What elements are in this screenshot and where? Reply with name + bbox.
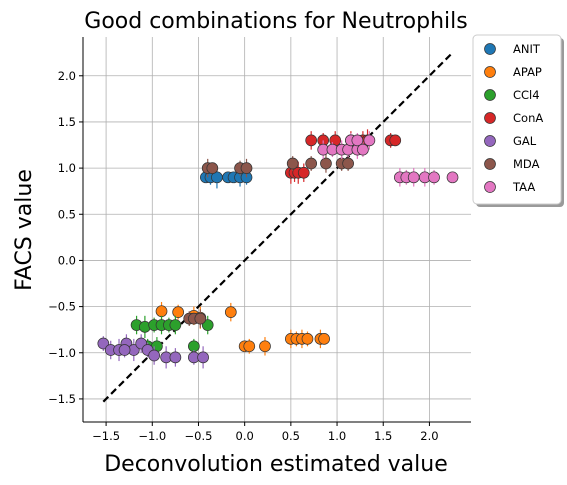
y-tick-label: 2.0 [58, 69, 76, 83]
legend-marker [484, 135, 496, 147]
data-point [342, 157, 354, 170]
legend-marker [484, 89, 496, 101]
data-point [155, 305, 168, 318]
data-point [305, 157, 318, 170]
tick-labels: −1.5 −1.0 −0.5 0.0 0.5 1.0 1.5 2.0 −1.5 −1.0 −0.5 0… [48, 69, 439, 443]
data-point [389, 134, 402, 147]
x-tick-label: 0.0 [236, 429, 254, 443]
series-gal [97, 334, 209, 369]
data-point [301, 333, 314, 345]
x-tick-label: 2.0 [420, 429, 438, 443]
data-point [428, 171, 440, 184]
legend-label: APAP [513, 65, 542, 79]
y-tick-label: −0.5 [48, 300, 76, 314]
x-tick-label: −0.5 [185, 429, 213, 443]
series-apap [155, 301, 330, 356]
data-point [201, 319, 214, 331]
x-tick-label: 0.5 [282, 429, 300, 443]
data-point [172, 306, 185, 318]
data-point [407, 171, 420, 184]
legend-label: ANIT [513, 42, 541, 56]
data-point [446, 171, 459, 184]
chart-title: Good combinations for Neutrophils [84, 9, 467, 34]
data-point [297, 166, 310, 179]
data-point [351, 134, 364, 147]
data-point [169, 351, 182, 364]
data-point [318, 333, 330, 345]
x-tick-label: −1.5 [92, 429, 120, 443]
y-tick-label: 0.0 [58, 253, 76, 267]
legend-marker [484, 112, 496, 124]
data-point [259, 340, 271, 353]
legend-label: TAA [512, 180, 535, 194]
y-axis-label: FACS value [12, 169, 37, 291]
grid-lines [83, 37, 471, 422]
x-axis-label: Deconvolution estimated value [104, 452, 448, 477]
data-point [206, 162, 219, 174]
x-tick-label: 1.0 [328, 429, 346, 443]
data-point [194, 312, 207, 325]
data-point [97, 337, 110, 350]
legend-marker [484, 66, 496, 78]
axes [79, 37, 471, 426]
legend-marker [484, 158, 496, 170]
x-tick-label: −1.0 [138, 429, 166, 443]
legend: ANIT APAP CCl4 ConA GAL MDA TAA [472, 34, 564, 207]
data-point [224, 306, 237, 318]
y-tick-label: 1.0 [58, 161, 76, 175]
data-point [148, 349, 160, 362]
data-point [286, 157, 299, 170]
legend-label: CCl4 [513, 88, 540, 102]
legend-marker [484, 181, 496, 193]
data-point [169, 319, 182, 331]
data-point [240, 162, 253, 174]
data-point [197, 351, 209, 364]
data-point [118, 344, 131, 356]
y-tick-label: 0.5 [58, 207, 76, 221]
y-tick-label: −1.0 [48, 346, 76, 360]
y-tick-label: −1.5 [48, 392, 76, 406]
series-mda [183, 154, 354, 328]
series-taa [317, 131, 459, 187]
legend-label: ConA [513, 111, 543, 125]
data-point [320, 157, 332, 170]
data-point [243, 340, 256, 353]
data-point [363, 134, 376, 147]
plot-area [97, 51, 459, 403]
legend-label: MDA [513, 157, 540, 171]
y-tick-label: 1.5 [58, 115, 76, 129]
data-point [305, 134, 318, 147]
legend-marker [484, 43, 496, 55]
legend-label: GAL [513, 134, 537, 148]
data-point [357, 143, 369, 156]
x-tick-label: 1.5 [374, 429, 392, 443]
